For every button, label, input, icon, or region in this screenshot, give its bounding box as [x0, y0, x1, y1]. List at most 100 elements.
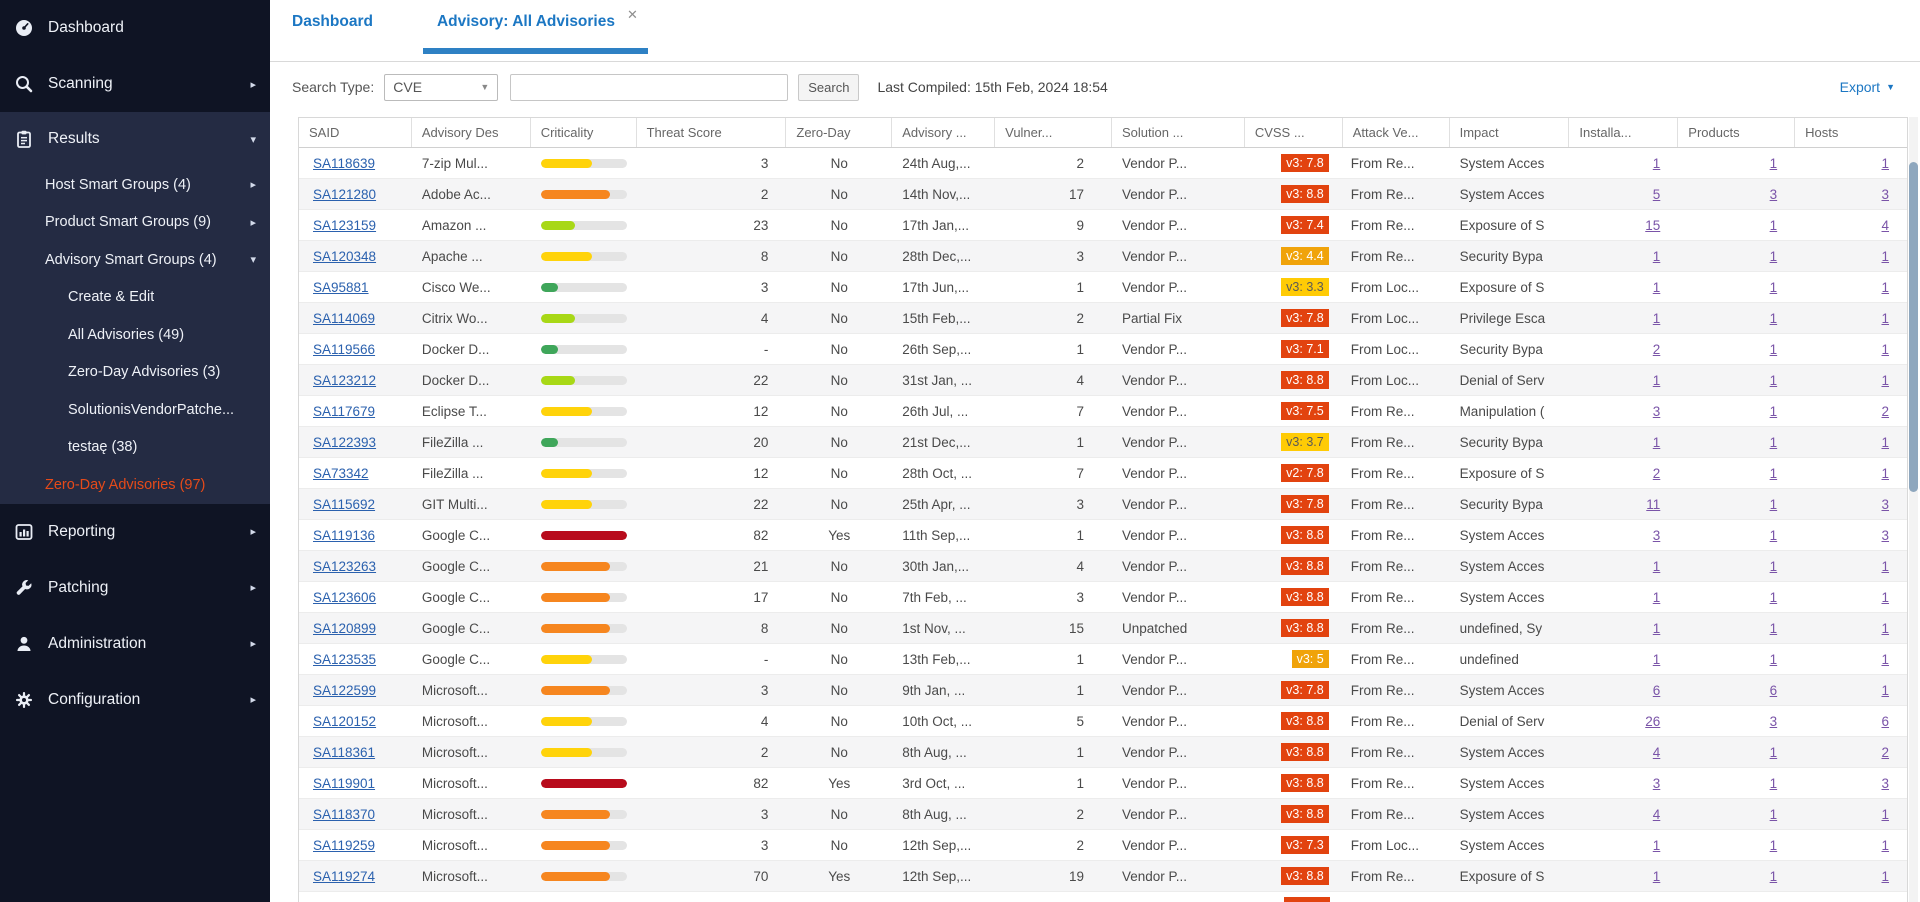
installations-link[interactable]: 2 — [1652, 341, 1661, 357]
close-icon[interactable]: ✕ — [626, 7, 638, 22]
installations-link[interactable]: 3 — [1652, 775, 1661, 791]
sidebar-item-host-smart-groups-4[interactable]: Host Smart Groups (4) ▸ — [0, 166, 270, 204]
products-link[interactable]: 1 — [1769, 744, 1778, 760]
installations-link[interactable]: 26 — [1645, 713, 1661, 729]
hosts-link[interactable]: 1 — [1881, 558, 1890, 574]
products-link[interactable]: 1 — [1769, 558, 1778, 574]
installations-link[interactable]: 5 — [1652, 186, 1661, 202]
hosts-link[interactable]: 1 — [1881, 372, 1890, 388]
installations-link[interactable]: 1 — [1652, 248, 1661, 264]
products-link[interactable]: 1 — [1769, 341, 1778, 357]
column-header-threat-score[interactable]: Threat Score — [637, 118, 787, 147]
hosts-link[interactable]: 3 — [1881, 186, 1890, 202]
installations-link[interactable]: 1 — [1652, 155, 1661, 171]
said-link[interactable]: SA119136 — [313, 527, 376, 543]
hosts-link[interactable]: 1 — [1881, 279, 1890, 295]
said-link[interactable]: SA73342 — [313, 465, 369, 481]
sidebar-item-testa-38[interactable]: testaę (38) — [0, 429, 270, 467]
hosts-link[interactable]: 3 — [1881, 775, 1890, 791]
said-link[interactable]: SA95881 — [313, 279, 369, 295]
sidebar-item-results[interactable]: Results ▾ — [0, 112, 270, 166]
installations-link[interactable]: 1 — [1652, 651, 1661, 667]
products-link[interactable]: 1 — [1769, 589, 1778, 605]
sidebar-item-scanning[interactable]: Scanning ▸ — [0, 56, 270, 112]
column-header-installa[interactable]: Installa... — [1569, 118, 1679, 147]
said-link[interactable]: SA120152 — [313, 713, 377, 729]
hosts-link[interactable]: 3 — [1881, 496, 1890, 512]
sidebar-item-create-edit[interactable]: Create & Edit — [0, 279, 270, 317]
vertical-scrollbar[interactable] — [1909, 117, 1918, 902]
column-header-cvss[interactable]: CVSS ... — [1245, 118, 1343, 147]
hosts-link[interactable]: 2 — [1881, 744, 1890, 760]
installations-link[interactable]: 1 — [1652, 620, 1661, 636]
said-link[interactable]: SA119566 — [313, 341, 376, 357]
products-link[interactable]: 1 — [1769, 620, 1778, 636]
said-link[interactable]: SA122393 — [313, 434, 377, 450]
products-link[interactable]: 1 — [1769, 310, 1778, 326]
sidebar-item-all-advisories-49[interactable]: All Advisories (49) — [0, 316, 270, 354]
installations-link[interactable]: 1 — [1652, 589, 1661, 605]
products-link[interactable]: 1 — [1769, 279, 1778, 295]
hosts-link[interactable]: 1 — [1881, 310, 1890, 326]
hosts-link[interactable]: 1 — [1881, 868, 1890, 884]
scrollbar-thumb[interactable] — [1909, 162, 1918, 492]
installations-link[interactable]: 2 — [1652, 465, 1661, 481]
products-link[interactable]: 1 — [1769, 155, 1778, 171]
installations-link[interactable]: 6 — [1652, 682, 1661, 698]
hosts-link[interactable]: 2 — [1881, 403, 1890, 419]
hosts-link[interactable]: 6 — [1881, 713, 1890, 729]
installations-link[interactable]: 1 — [1652, 434, 1661, 450]
tab-advisory-all-advisories[interactable]: Advisory: All Advisories ✕ — [422, 7, 648, 54]
search-type-select[interactable]: CVE ▼ — [384, 73, 499, 101]
column-header-impact[interactable]: Impact — [1450, 118, 1570, 147]
column-header-criticality[interactable]: Criticality — [531, 118, 637, 147]
installations-link[interactable]: 11 — [1646, 496, 1661, 512]
said-link[interactable]: SA123159 — [313, 217, 377, 233]
said-link[interactable]: SA118370 — [313, 806, 376, 822]
column-header-said[interactable]: SAID — [299, 118, 412, 147]
installations-link[interactable]: 1 — [1652, 558, 1661, 574]
hosts-link[interactable]: 1 — [1881, 465, 1890, 481]
hosts-link[interactable]: 1 — [1881, 682, 1890, 698]
export-button[interactable]: Export ▼ — [1840, 79, 1895, 95]
hosts-link[interactable]: 1 — [1881, 837, 1890, 853]
products-link[interactable]: 3 — [1769, 186, 1778, 202]
column-header-vulner[interactable]: Vulner... — [995, 118, 1112, 147]
said-link[interactable]: SA119274 — [313, 868, 376, 884]
said-link[interactable]: SA117679 — [313, 403, 376, 419]
installations-link[interactable]: 4 — [1652, 744, 1661, 760]
installations-link[interactable]: 1 — [1652, 837, 1661, 853]
installations-link[interactable]: 15 — [1645, 217, 1661, 233]
said-link[interactable]: SA120899 — [313, 620, 377, 636]
sidebar-item-patching[interactable]: Patching ▸ — [0, 560, 270, 616]
products-link[interactable]: 1 — [1769, 806, 1778, 822]
hosts-link[interactable]: 1 — [1881, 434, 1890, 450]
said-link[interactable]: SA115692 — [313, 496, 376, 512]
column-header-zero-day[interactable]: Zero-Day — [786, 118, 893, 147]
installations-link[interactable]: 4 — [1652, 806, 1661, 822]
products-link[interactable]: 1 — [1769, 372, 1778, 388]
said-link[interactable]: SA122599 — [313, 682, 377, 698]
sidebar-item-product-smart-groups-9[interactable]: Product Smart Groups (9) ▸ — [0, 204, 270, 242]
said-link[interactable]: SA123263 — [313, 558, 377, 574]
search-button[interactable]: Search — [798, 73, 860, 101]
products-link[interactable]: 1 — [1769, 217, 1778, 233]
column-header-solution[interactable]: Solution ... — [1112, 118, 1245, 147]
products-link[interactable]: 1 — [1769, 775, 1778, 791]
installations-link[interactable]: 3 — [1652, 403, 1661, 419]
tab-dashboard[interactable]: Dashboard — [292, 13, 373, 31]
products-link[interactable]: 1 — [1769, 465, 1778, 481]
products-link[interactable]: 1 — [1769, 837, 1778, 853]
products-link[interactable]: 1 — [1769, 868, 1778, 884]
installations-link[interactable]: 1 — [1652, 372, 1661, 388]
said-link[interactable]: SA123606 — [313, 589, 377, 605]
sidebar-item-dashboard[interactable]: Dashboard — [0, 0, 270, 56]
column-header-products[interactable]: Products — [1678, 118, 1796, 147]
hosts-link[interactable]: 1 — [1881, 155, 1890, 171]
said-link[interactable]: SA114069 — [313, 310, 376, 326]
sidebar-item-advisory-smart-groups-4[interactable]: Advisory Smart Groups (4) ▾ — [0, 241, 270, 279]
installations-link[interactable]: 1 — [1652, 310, 1661, 326]
said-link[interactable]: SA118361 — [313, 744, 376, 760]
hosts-link[interactable]: 1 — [1881, 806, 1890, 822]
said-link[interactable]: SA119259 — [313, 837, 376, 853]
